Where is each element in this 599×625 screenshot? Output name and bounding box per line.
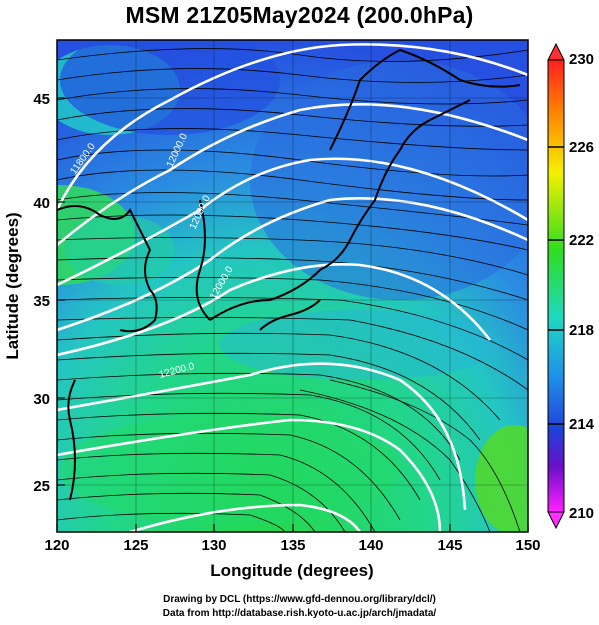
y-axis-label: Latitude (degrees)	[3, 212, 22, 359]
colorbar-tick-label: 226	[569, 139, 594, 156]
colorbar-tick-label: 222	[569, 232, 594, 249]
y-tick-label: 25	[33, 478, 50, 495]
x-tick-label: 145	[437, 537, 462, 554]
colorbar-top-arrow	[547, 42, 565, 61]
x-tick-labels: 120 125 130 135 140 145 150	[44, 537, 540, 554]
map-grid	[57, 40, 528, 532]
colorbar-tick-label: 210	[569, 505, 594, 522]
x-tick-label: 125	[123, 537, 148, 554]
y-tick-label: 40	[33, 195, 50, 212]
x-tick-label: 140	[358, 537, 383, 554]
colorbar-bottom-arrow	[547, 511, 565, 530]
height-contours	[57, 43, 528, 532]
axis-ticks	[56, 97, 529, 532]
colorbar: 230 226 222 218 214 210	[547, 42, 595, 530]
x-axis-label: Longitude (degrees)	[210, 561, 373, 580]
wind-streamlines	[57, 48, 528, 532]
coastlines	[57, 48, 521, 501]
x-tick-label: 135	[280, 537, 305, 554]
y-tick-label: 45	[33, 91, 50, 108]
colorbar-tick-label: 218	[569, 322, 594, 339]
y-tick-label: 30	[33, 391, 50, 408]
x-tick-label: 150	[515, 537, 540, 554]
data-source-credit: Data from http://database.rish.kyoto-u.a…	[162, 608, 437, 619]
colorbar-tick-label: 214	[569, 416, 595, 433]
temperature-shading	[57, 40, 528, 532]
chart-title: MSM 21Z05May2024 (200.0hPa)	[125, 2, 474, 28]
y-tick-labels: 25 30 35 40 45	[33, 91, 50, 495]
colorbar-scale	[547, 59, 565, 513]
y-tick-label: 35	[33, 293, 50, 310]
colorbar-tick-label: 230	[569, 51, 594, 68]
x-tick-label: 130	[201, 537, 226, 554]
x-tick-label: 120	[44, 537, 69, 554]
drawing-credit: Drawing by DCL (https://www.gfd-dennou.o…	[163, 594, 436, 605]
